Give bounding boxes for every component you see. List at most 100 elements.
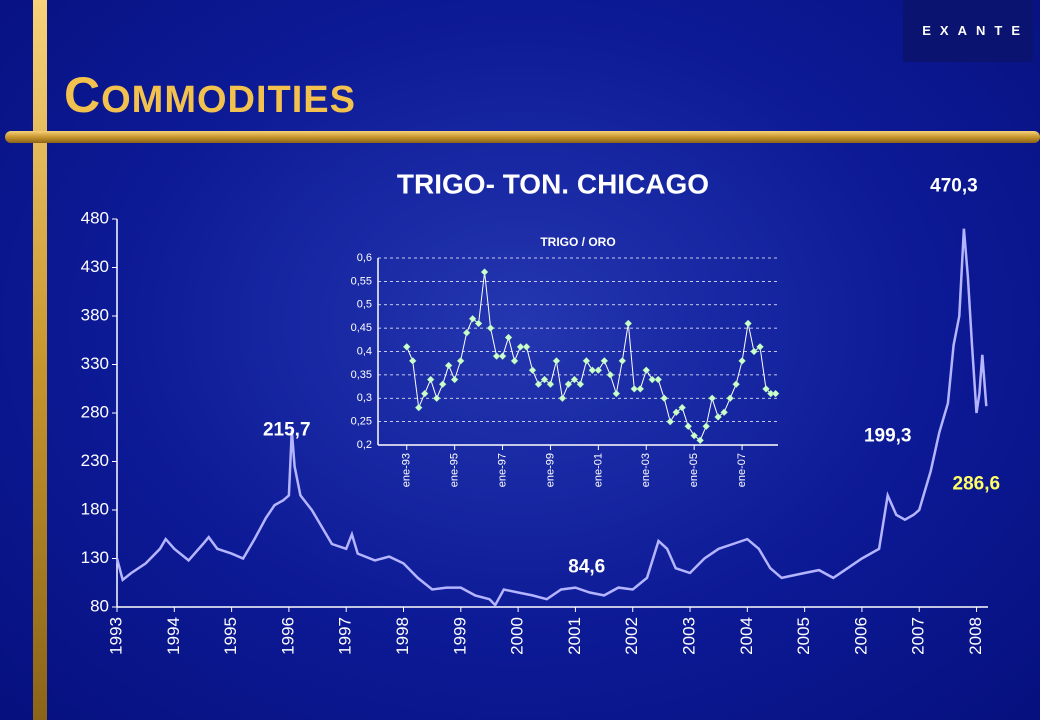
marker [546, 380, 555, 389]
marker [486, 324, 495, 332]
marker [474, 319, 483, 328]
marker [570, 375, 579, 384]
marker [771, 389, 780, 398]
annotation: 84,6 [568, 557, 605, 578]
annotation: 199,3 [864, 425, 912, 446]
marker [642, 366, 651, 375]
y-tick-label: 180 [81, 499, 109, 518]
y-tick-label: 330 [81, 354, 109, 373]
marker [702, 422, 710, 431]
marker [522, 342, 531, 351]
marker [714, 413, 722, 421]
marker [480, 268, 489, 276]
marker [558, 394, 567, 403]
x-tick-label: ene-01 [592, 453, 604, 487]
y-tick-label: 0,5 [357, 299, 372, 311]
marker [468, 314, 477, 323]
marker [588, 366, 597, 375]
marker [432, 394, 441, 403]
x-tick-label: ene-95 [449, 453, 461, 487]
marker [648, 375, 657, 384]
x-tick-label: 2001 [565, 617, 584, 655]
marker [528, 366, 537, 375]
y-tick-label: 0,45 [351, 322, 372, 334]
x-tick-label: 1997 [336, 617, 355, 655]
x-tick-label: 2006 [851, 617, 870, 655]
inset-title: TRIGO / ORO [540, 235, 615, 249]
x-tick-label: 2007 [909, 617, 928, 655]
y-tick-label: 230 [81, 451, 109, 470]
y-tick-label: 0,3 [357, 392, 372, 404]
marker [654, 375, 663, 384]
marker [420, 389, 429, 398]
y-tick-label: 0,2 [357, 439, 372, 451]
marker [456, 356, 465, 365]
marker [414, 403, 423, 412]
x-tick-label: 2003 [680, 617, 699, 655]
marker [750, 347, 758, 356]
x-tick-label: ene-05 [688, 453, 700, 487]
y-tick-label: 0,55 [351, 275, 372, 287]
y-tick-label: 80 [90, 596, 109, 615]
data-line [406, 271, 776, 442]
x-tick-label: 1998 [393, 617, 412, 655]
y-tick-label: 380 [81, 305, 109, 324]
y-tick-label: 0,6 [357, 252, 372, 264]
marker [438, 380, 447, 389]
y-tick-label: 280 [81, 402, 109, 421]
marker [678, 403, 687, 412]
marker [756, 342, 764, 351]
y-tick-label: 480 [81, 208, 109, 227]
marker [744, 319, 752, 328]
x-tick-label: 2000 [508, 617, 527, 655]
x-tick-label: ene-99 [544, 453, 556, 487]
x-tick-label: ene-97 [496, 453, 508, 487]
marker [738, 356, 746, 365]
marker [594, 366, 603, 375]
x-tick-label: 2005 [794, 617, 813, 655]
marker [516, 342, 525, 351]
x-tick-label: 2002 [622, 617, 641, 655]
marker [564, 380, 573, 389]
marker [402, 342, 411, 351]
marker [552, 356, 561, 365]
y-tick-label: 0,35 [351, 369, 372, 381]
marker [696, 436, 705, 445]
marker [534, 380, 543, 389]
marker [540, 375, 549, 384]
marker [660, 394, 669, 403]
marker [576, 380, 585, 389]
x-tick-label: 1994 [164, 617, 183, 655]
marker [612, 389, 621, 398]
marker [426, 375, 435, 384]
marker [636, 385, 645, 393]
marker [708, 394, 716, 403]
marker [492, 352, 501, 361]
marker [606, 371, 615, 379]
marker [726, 394, 734, 403]
marker [666, 417, 675, 426]
marker [510, 356, 519, 365]
x-tick-label: 1993 [106, 617, 125, 655]
y-tick-label: 0,4 [357, 345, 372, 357]
marker [720, 408, 728, 417]
x-tick-label: 2004 [737, 617, 756, 655]
x-tick-label: ene-93 [401, 453, 413, 487]
y-tick-label: 0,25 [351, 416, 372, 428]
marker [504, 333, 513, 342]
marker [408, 356, 417, 365]
annotation: 470,3 [930, 175, 978, 196]
x-tick-label: 1996 [278, 617, 297, 655]
logo: EXANTE [903, 0, 1033, 62]
data-line [115, 228, 988, 608]
marker [498, 352, 507, 361]
marker [630, 385, 639, 393]
gold-rule [5, 131, 1040, 143]
marker [762, 385, 770, 393]
y-tick-label: 430 [81, 257, 109, 276]
gold-bar [33, 0, 47, 720]
marker [690, 431, 699, 440]
slide-title: COMMODITIES [64, 67, 356, 123]
